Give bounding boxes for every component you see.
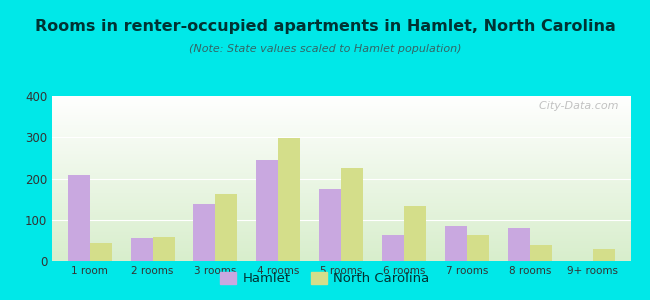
Bar (194, 204, 216, 261)
Bar (341, 168, 363, 261)
Bar (530, 245, 552, 261)
Text: Rooms in renter-occupied apartments in Hamlet, North Carolina: Rooms in renter-occupied apartments in H… (34, 20, 616, 34)
Bar (278, 138, 300, 261)
Bar (319, 189, 341, 261)
Text: (Note: State values scaled to Hamlet population): (Note: State values scaled to Hamlet pop… (188, 44, 462, 53)
Bar (68, 175, 90, 261)
Bar (131, 238, 153, 261)
Bar (90, 243, 112, 261)
Bar (467, 235, 489, 261)
Bar (508, 228, 530, 261)
Bar (382, 236, 404, 261)
Bar (256, 160, 278, 261)
Bar (404, 206, 426, 261)
Bar (593, 249, 615, 261)
Bar (216, 194, 237, 261)
Bar (153, 237, 175, 261)
Text: City-Data.com: City-Data.com (532, 101, 619, 111)
Legend: Hamlet, North Carolina: Hamlet, North Carolina (215, 266, 435, 290)
Bar (445, 226, 467, 261)
